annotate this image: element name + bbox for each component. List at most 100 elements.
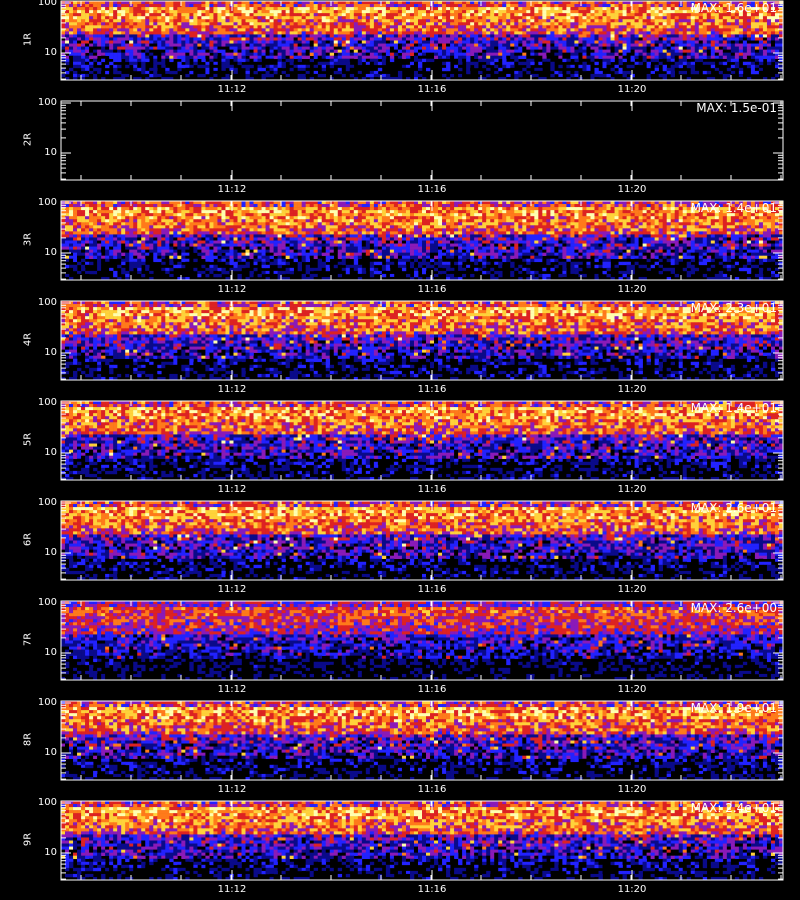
heatmap-cell xyxy=(746,37,752,41)
heatmap-cell xyxy=(173,31,178,35)
heatmap-cell xyxy=(710,22,716,26)
heatmap-cell xyxy=(710,31,716,35)
heatmap-cell xyxy=(554,7,559,11)
heatmap-cell xyxy=(450,207,455,211)
heatmap-cell xyxy=(273,22,278,26)
heatmap-cell xyxy=(217,34,222,38)
heatmap-cell xyxy=(409,16,415,20)
heatmap-cell xyxy=(558,55,563,60)
heatmap-cell xyxy=(710,7,716,11)
heatmap-cell xyxy=(610,43,615,47)
heatmap-cell xyxy=(285,210,290,214)
heatmap-cell xyxy=(405,37,411,41)
heatmap-cell xyxy=(486,25,491,29)
heatmap-cell xyxy=(574,10,579,14)
heatmap-cell xyxy=(201,4,206,8)
heatmap-cell xyxy=(305,43,310,47)
spectrogram-2r xyxy=(60,100,784,181)
heatmap-cell xyxy=(506,201,511,205)
heatmap-cell xyxy=(658,4,663,8)
heatmap-cell xyxy=(269,64,274,69)
heatmap-cell xyxy=(345,28,351,32)
heatmap-cell xyxy=(470,28,475,32)
heatmap-cell xyxy=(369,207,375,211)
heatmap-cell xyxy=(381,76,387,81)
heatmap-cell xyxy=(65,46,70,50)
heatmap-cell xyxy=(698,58,704,63)
heatmap-cell xyxy=(209,13,214,17)
heatmap-cell xyxy=(514,1,519,5)
heatmap-cell xyxy=(101,25,106,29)
heatmap-cell xyxy=(570,7,575,11)
heatmap-cell xyxy=(169,210,174,214)
heatmap-cell xyxy=(77,28,82,32)
heatmap-cell xyxy=(297,25,302,29)
heatmap-cell xyxy=(686,10,692,14)
heatmap-cell xyxy=(133,16,138,20)
heatmap-cell xyxy=(522,49,527,53)
heatmap-cell xyxy=(277,1,282,5)
heatmap-cell xyxy=(177,25,182,29)
heatmap-cell xyxy=(662,19,667,23)
heatmap-cell xyxy=(101,76,106,81)
heatmap-cell xyxy=(217,207,222,211)
heatmap-cell xyxy=(297,204,302,208)
heatmap-cell xyxy=(201,49,206,53)
heatmap-cell xyxy=(454,73,459,78)
heatmap-cell xyxy=(502,16,507,20)
heatmap-cell xyxy=(666,22,671,26)
heatmap-cell xyxy=(662,25,667,29)
heatmap-cell xyxy=(590,55,595,60)
heatmap-cell xyxy=(277,55,282,60)
heatmap-cell xyxy=(730,58,736,63)
heatmap-cell xyxy=(249,22,254,26)
heatmap-cell xyxy=(614,49,619,53)
heatmap-cell xyxy=(285,46,290,50)
heatmap-cell xyxy=(450,46,455,50)
heatmap-cell xyxy=(638,31,643,35)
heatmap-cell xyxy=(678,46,684,50)
heatmap-cell xyxy=(550,67,555,72)
heatmap-cell xyxy=(345,46,351,50)
heatmap-cell xyxy=(582,52,587,56)
heatmap-cell xyxy=(510,37,515,41)
heatmap-cell xyxy=(722,13,728,17)
heatmap-cell xyxy=(430,46,435,50)
heatmap-cell xyxy=(518,204,523,208)
heatmap-cell xyxy=(321,13,327,17)
heatmap-cell xyxy=(754,19,760,23)
heatmap-cell xyxy=(750,22,756,26)
heatmap-cell xyxy=(550,58,555,63)
heatmap-cell xyxy=(666,31,671,35)
heatmap-cell xyxy=(133,28,138,32)
heatmap-cell xyxy=(738,31,744,35)
heatmap-cell xyxy=(586,40,591,44)
heatmap-cell xyxy=(762,34,768,38)
heatmap-cell xyxy=(710,207,716,211)
heatmap-cell xyxy=(534,19,539,23)
heatmap-cell xyxy=(93,67,98,72)
heatmap-cell xyxy=(305,25,310,29)
heatmap-cell xyxy=(726,204,732,208)
heatmap-cell xyxy=(225,55,230,60)
heatmap-cell xyxy=(682,46,688,50)
heatmap-cell xyxy=(245,43,250,47)
heatmap-cell xyxy=(213,34,218,38)
heatmap-cell xyxy=(642,13,647,17)
heatmap-cell xyxy=(153,64,158,69)
heatmap-cell xyxy=(373,70,379,75)
heatmap-cell xyxy=(353,16,359,20)
heatmap-cell xyxy=(369,22,375,26)
heatmap-cell xyxy=(742,204,748,208)
heatmap-cell xyxy=(718,49,724,53)
heatmap-cell xyxy=(642,1,647,5)
heatmap-cell xyxy=(570,207,575,211)
heatmap-cell xyxy=(365,31,371,35)
heatmap-cell xyxy=(373,13,379,17)
heatmap-cell xyxy=(682,201,688,205)
heatmap-cell xyxy=(341,7,347,11)
heatmap-cell xyxy=(105,13,110,17)
heatmap-cell xyxy=(309,16,314,20)
heatmap-cell xyxy=(169,37,174,41)
heatmap-cell xyxy=(622,43,627,47)
